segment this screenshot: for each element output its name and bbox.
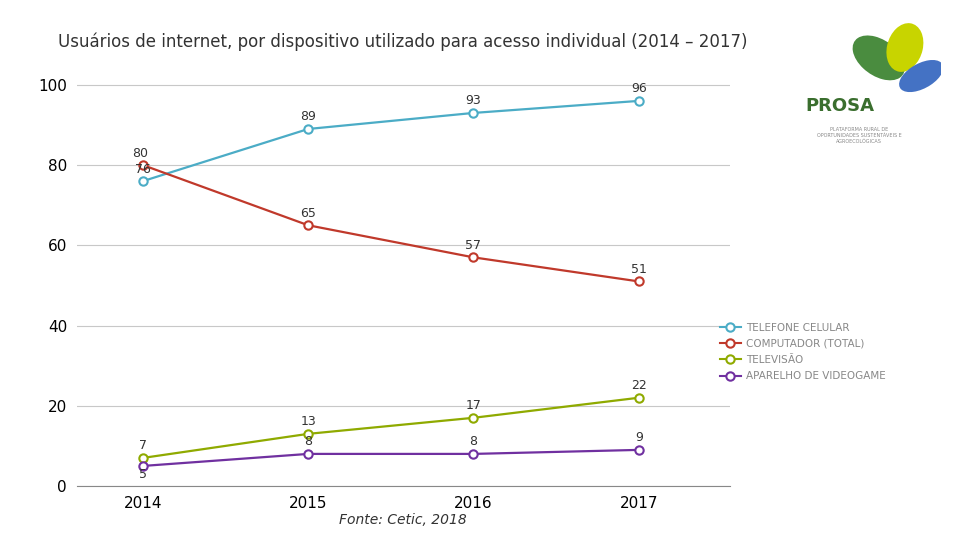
Text: 17: 17 bbox=[466, 399, 481, 412]
Text: 96: 96 bbox=[631, 82, 647, 96]
Text: 13: 13 bbox=[300, 415, 316, 428]
Text: 76: 76 bbox=[135, 163, 151, 176]
Text: Fonte: Cetic, 2018: Fonte: Cetic, 2018 bbox=[339, 513, 468, 527]
Text: 65: 65 bbox=[300, 207, 316, 220]
Text: 51: 51 bbox=[631, 263, 647, 276]
Text: 89: 89 bbox=[300, 110, 316, 124]
Text: 9: 9 bbox=[635, 431, 642, 444]
Text: 80: 80 bbox=[132, 146, 148, 159]
Text: 8: 8 bbox=[469, 435, 477, 448]
Ellipse shape bbox=[886, 23, 924, 72]
Text: 5: 5 bbox=[139, 468, 147, 481]
Text: Usuários de internet, por dispositivo utilizado para acesso individual (2014 – 2: Usuários de internet, por dispositivo ut… bbox=[59, 32, 748, 51]
Ellipse shape bbox=[852, 36, 905, 80]
Text: 57: 57 bbox=[466, 239, 481, 252]
Text: 8: 8 bbox=[304, 435, 312, 448]
Text: 22: 22 bbox=[631, 379, 647, 392]
Text: PROSA: PROSA bbox=[805, 97, 875, 115]
Legend: TELEFONE CELULAR, COMPUTADOR (TOTAL), TELEVISÃO, APARELHO DE VIDEOGAME: TELEFONE CELULAR, COMPUTADOR (TOTAL), TE… bbox=[715, 319, 890, 386]
Ellipse shape bbox=[900, 60, 944, 92]
Text: 7: 7 bbox=[139, 440, 147, 453]
Text: PLATAFORMA RURAL DE
OPORTUNIDADES SUSTENTÁVEIS E
AGROECOLÓGICAS: PLATAFORMA RURAL DE OPORTUNIDADES SUSTEN… bbox=[817, 127, 901, 144]
Text: 93: 93 bbox=[466, 94, 481, 107]
